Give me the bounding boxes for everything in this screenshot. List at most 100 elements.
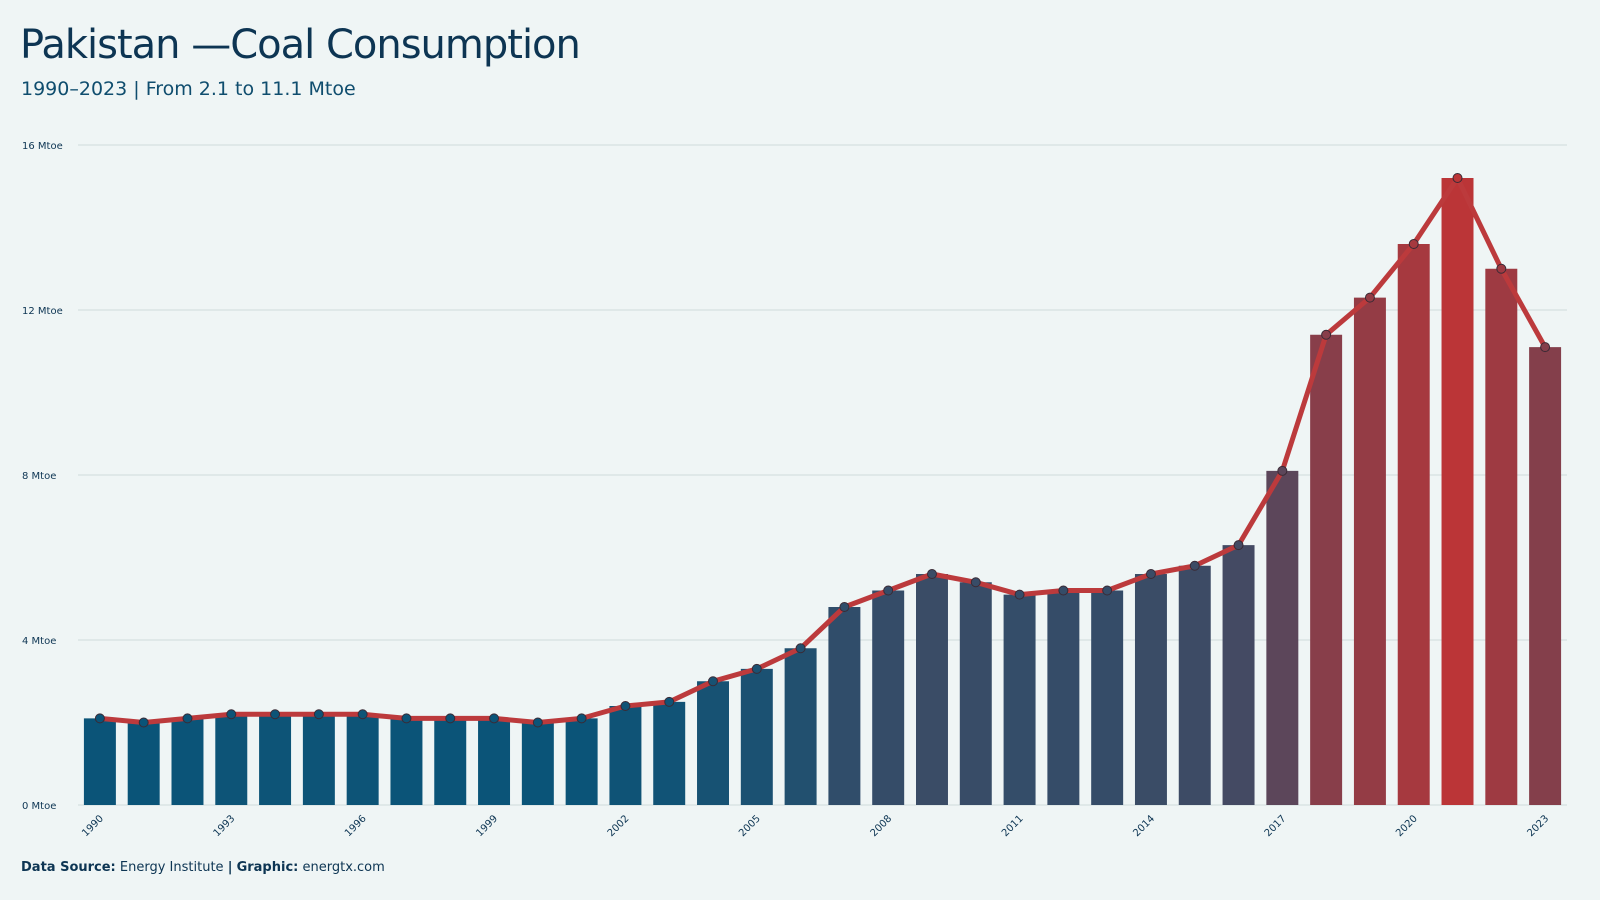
graphic-value: energtx.com xyxy=(302,860,385,875)
separator: | xyxy=(227,860,233,875)
bar-2013 xyxy=(1091,590,1124,805)
bar-2014 xyxy=(1134,574,1167,805)
point-2021 xyxy=(1452,173,1463,183)
point-1992 xyxy=(182,713,193,724)
point-2006 xyxy=(795,643,806,654)
point-2022 xyxy=(1496,263,1507,274)
bar-2009 xyxy=(916,574,948,805)
bar-1990 xyxy=(83,718,116,805)
trend-line-path xyxy=(97,175,1548,725)
bar-1998 xyxy=(434,718,467,805)
x-axis-ticks: 1990 1993 1996 1999 2002 2005 2008 2011 2014 2017… xyxy=(80,813,1551,839)
y-tick-label: 16 Mtoe xyxy=(22,141,63,152)
footer-credits: Data Source: Energy Institute | Graphic:… xyxy=(21,860,385,875)
bar-2001 xyxy=(565,718,598,805)
point-2013 xyxy=(1102,585,1113,596)
bar-2019 xyxy=(1353,297,1386,805)
point-1994 xyxy=(270,709,281,720)
point-2015 xyxy=(1189,560,1200,571)
chart-subtitle: 1990–2023 | From 2.1 to 11.1 Mtoe xyxy=(21,78,356,100)
bar-2008 xyxy=(872,590,905,805)
point-2003 xyxy=(664,696,675,707)
x-tick-label: 2017 xyxy=(1263,813,1289,839)
bar-2016 xyxy=(1222,545,1255,805)
bar-1997 xyxy=(390,718,423,805)
bar-1995 xyxy=(302,714,335,805)
x-tick-label: 2020 xyxy=(1394,813,1420,839)
bars xyxy=(83,178,1562,805)
bar-2010 xyxy=(959,582,992,805)
point-2023 xyxy=(1540,342,1551,353)
point-2008 xyxy=(883,585,894,596)
y-tick-label: 12 Mtoe xyxy=(22,306,63,317)
point-1995 xyxy=(313,709,324,720)
point-2012 xyxy=(1058,585,1069,596)
bar-1996 xyxy=(346,714,379,805)
bar-2012 xyxy=(1047,590,1080,805)
bar-2020 xyxy=(1397,244,1430,805)
point-2017 xyxy=(1277,465,1288,476)
trend-line xyxy=(97,175,1548,725)
point-2001 xyxy=(576,713,587,724)
point-1999 xyxy=(489,713,500,724)
x-tick-label: 1993 xyxy=(212,813,238,839)
point-2014 xyxy=(1145,569,1156,579)
bar-2005 xyxy=(740,668,773,805)
point-2000 xyxy=(532,717,543,728)
point-2010 xyxy=(970,577,981,588)
bar-2017 xyxy=(1266,470,1299,805)
point-2002 xyxy=(620,701,631,711)
y-tick-label: 8 Mtoe xyxy=(22,471,56,482)
bar-1994 xyxy=(259,714,292,805)
x-tick-label: 2005 xyxy=(737,813,763,839)
point-2019 xyxy=(1364,292,1375,303)
point-1991 xyxy=(138,717,149,728)
bar-2006 xyxy=(784,648,817,805)
x-tick-label: 1990 xyxy=(80,813,106,839)
bar-2007 xyxy=(828,607,861,805)
bar-2023 xyxy=(1529,347,1562,805)
bar-2000 xyxy=(521,722,554,805)
point-2007 xyxy=(839,602,850,612)
x-tick-label: 2008 xyxy=(869,813,895,839)
bar-2018 xyxy=(1310,334,1343,805)
point-1997 xyxy=(401,713,412,724)
bar-2015 xyxy=(1178,565,1211,805)
point-2016 xyxy=(1233,540,1244,551)
bar-1992 xyxy=(171,718,204,805)
grid-lines xyxy=(78,144,1567,806)
chart-title: Pakistan —Coal Consumption xyxy=(20,22,581,68)
x-tick-label: 2002 xyxy=(606,813,632,839)
bar-2002 xyxy=(609,706,642,805)
point-2009 xyxy=(926,569,937,579)
source-label: Data Source: xyxy=(21,860,116,875)
bar-1999 xyxy=(478,718,511,805)
bar-2003 xyxy=(653,701,686,805)
point-1990 xyxy=(94,713,105,724)
bar-1993 xyxy=(215,714,248,805)
y-tick-label: 4 Mtoe xyxy=(22,636,56,647)
point-2018 xyxy=(1321,329,1332,340)
point-1998 xyxy=(445,713,456,724)
point-2020 xyxy=(1408,239,1419,249)
point-2005 xyxy=(751,663,762,674)
bar-2021 xyxy=(1441,178,1474,805)
graphic-label: Graphic: xyxy=(236,860,299,875)
source-value: Energy Institute xyxy=(119,860,224,875)
point-2011 xyxy=(1014,589,1025,600)
x-tick-label: 2014 xyxy=(1131,813,1157,839)
trend-points xyxy=(94,173,1551,728)
bar-2004 xyxy=(697,681,729,805)
bar-2022 xyxy=(1485,268,1518,805)
x-tick-label: 1996 xyxy=(343,813,369,839)
x-tick-label: 1999 xyxy=(474,813,500,839)
bar-1991 xyxy=(127,722,160,805)
point-2004 xyxy=(708,676,719,687)
x-tick-label: 2011 xyxy=(1000,813,1026,839)
y-tick-label: 0 Mtoe xyxy=(22,801,56,812)
x-tick-label: 2023 xyxy=(1525,813,1551,839)
point-1996 xyxy=(357,709,368,720)
point-1993 xyxy=(226,709,237,720)
y-axis-ticks: 0 Mtoe 4 Mtoe 8 Mtoe 12 Mtoe 16 Mtoe xyxy=(22,141,63,812)
